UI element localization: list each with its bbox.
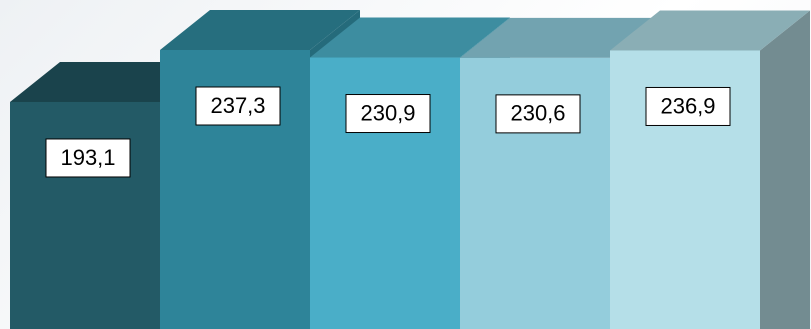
data-label: 236,9 (660, 93, 715, 118)
data-label-box (195, 86, 281, 126)
bar-top (460, 17, 660, 58)
data-label-box (645, 86, 731, 126)
data-label: 230,9 (360, 100, 415, 125)
data-label-box (345, 94, 431, 134)
data-label: 230,6 (510, 101, 565, 126)
bar (10, 101, 160, 329)
data-label: 237,3 (210, 93, 265, 118)
bar-top (160, 10, 360, 50)
bar-top (610, 10, 810, 51)
bar-side (760, 10, 810, 329)
data-label: 193,1 (60, 145, 115, 170)
data-label-box (495, 94, 581, 134)
bar-top (310, 17, 510, 58)
data-label-box (45, 138, 131, 178)
